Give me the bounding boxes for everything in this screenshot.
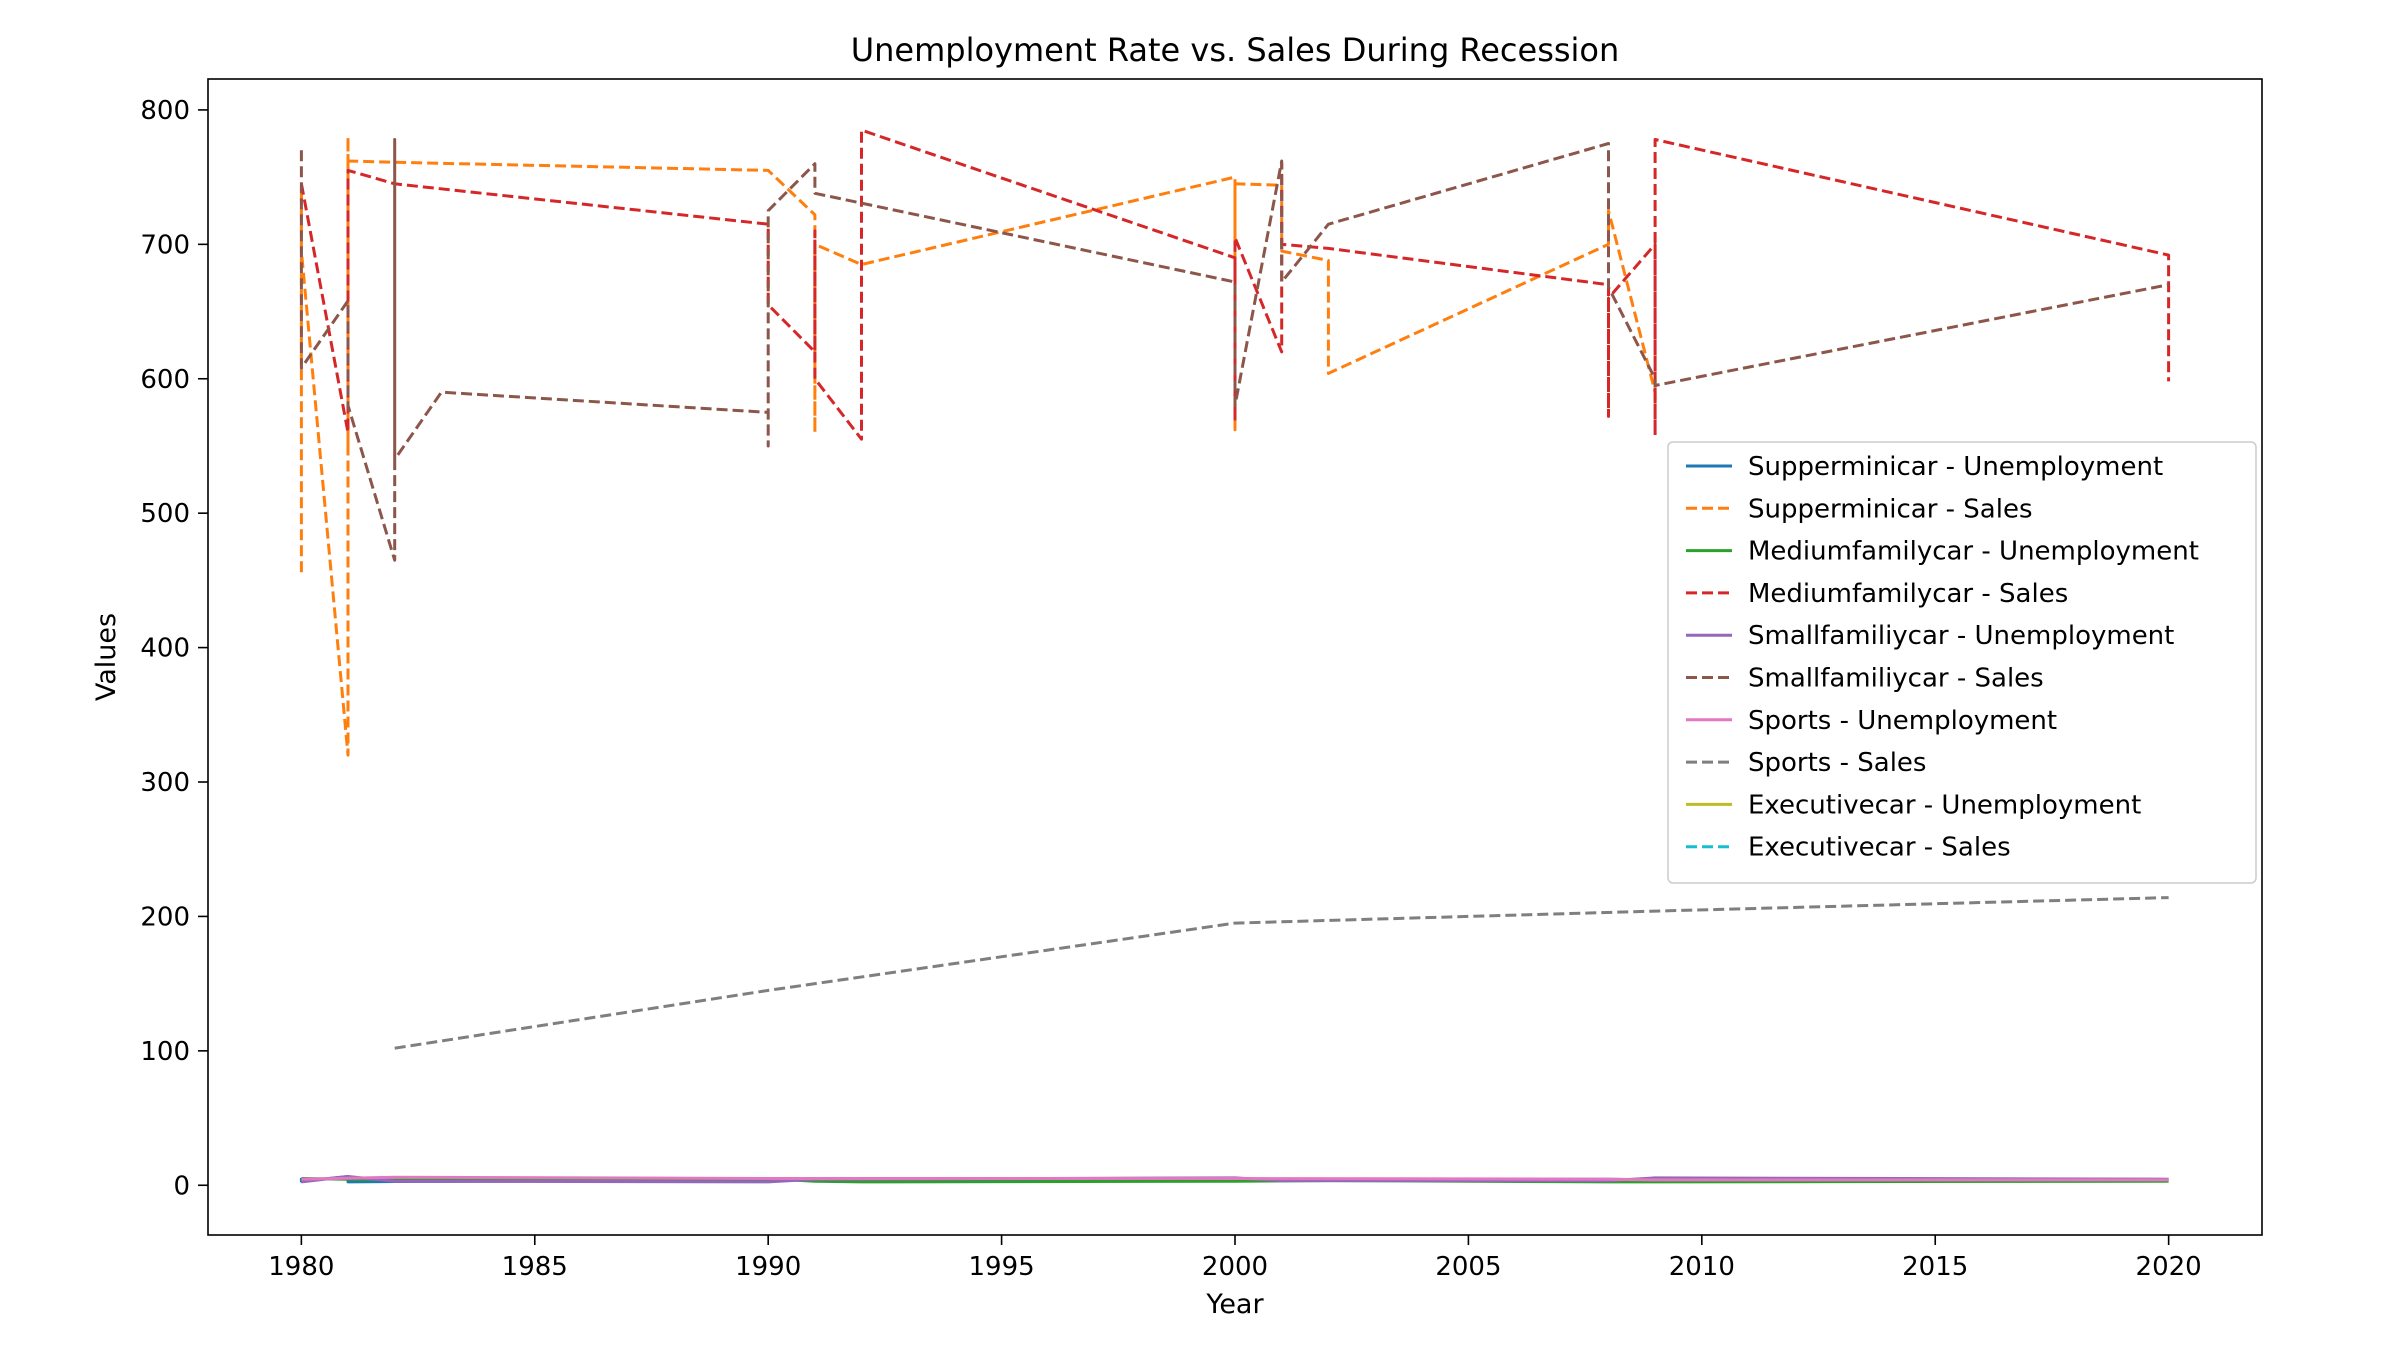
x-tick-label: 2010: [1669, 1252, 1735, 1282]
series-line-7: [301, 1175, 2169, 1182]
y-tick-label: 700: [140, 230, 190, 260]
series-line-8: [394, 896, 2169, 1050]
legend-label: Supperminicar - Unemployment: [1748, 452, 2163, 482]
x-tick-label: 1990: [735, 1252, 801, 1282]
chart-title: Unemployment Rate vs. Sales During Reces…: [851, 31, 1620, 69]
y-tick-label: 100: [140, 1037, 190, 1067]
y-tick-label: 400: [140, 634, 190, 664]
y-tick-label: 300: [140, 768, 190, 798]
x-tick-label: 2005: [1435, 1252, 1501, 1282]
y-tick-label: 200: [140, 902, 190, 932]
y-axis-label: Values: [91, 613, 122, 701]
legend-label: Mediumfamilycar - Sales: [1748, 579, 2068, 609]
series-line-6: [299, 138, 2169, 562]
legend-box: [1667, 441, 2257, 884]
x-tick-label: 1980: [268, 1252, 334, 1282]
plot-area: [299, 128, 2171, 1184]
x-axis-label: Year: [1205, 1289, 1264, 1320]
legend-label: Supperminicar - Sales: [1748, 494, 2033, 524]
legend-label: Mediumfamilycar - Unemployment: [1748, 537, 2199, 567]
legend-label: Sports - Unemployment: [1748, 706, 2057, 736]
legend-label: Sports - Sales: [1748, 748, 1926, 778]
y-tick-label: 0: [173, 1171, 190, 1201]
x-tick-label: 1985: [502, 1252, 568, 1282]
legend: Supperminicar - Unemployment Supperminica…: [1667, 441, 2257, 884]
legend-label: Executivecar - Sales: [1748, 833, 2011, 863]
legend-label: Smallfamiliycar - Sales: [1748, 664, 2044, 694]
y-axis: 0 100 200 300 400 500 600 700 800: [140, 96, 208, 1201]
y-tick-label: 600: [140, 365, 190, 395]
x-tick-label: 2015: [1902, 1252, 1968, 1282]
x-tick-label: 2020: [2136, 1252, 2202, 1282]
legend-label: Executivecar - Unemployment: [1748, 790, 2141, 820]
y-tick-label: 800: [140, 96, 190, 126]
y-tick-label: 500: [140, 499, 190, 529]
x-axis: 1980 1985 1990 1995 2000 2005 2010 2015 2020: [268, 1235, 2202, 1282]
x-tick-label: 2000: [1202, 1252, 1268, 1282]
series-line-2: [299, 135, 1657, 757]
x-tick-label: 1995: [969, 1252, 1035, 1282]
legend-label: Smallfamiliycar - Unemployment: [1748, 621, 2174, 651]
